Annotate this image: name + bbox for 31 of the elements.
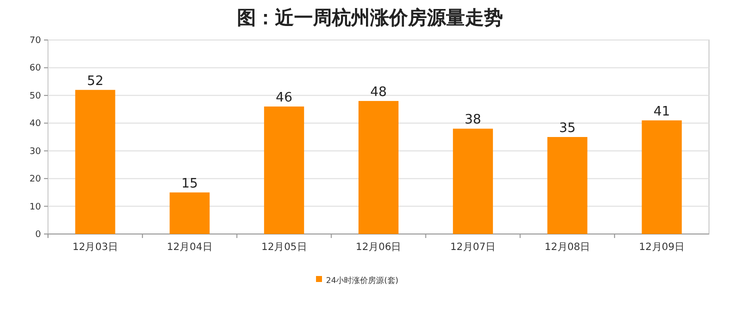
y-tick-label: 40 — [30, 119, 42, 130]
data-label: 35 — [559, 121, 576, 136]
bar — [642, 120, 682, 234]
legend-label: 24小时涨价房源(套) — [326, 276, 398, 285]
y-tick-label: 0 — [35, 230, 42, 240]
data-label: 15 — [181, 176, 198, 192]
bar — [358, 100, 398, 234]
x-tick-label: 12月08日 — [544, 242, 590, 253]
x-tick-label: 12月04日 — [166, 242, 212, 253]
x-tick-label: 12月07日 — [450, 242, 496, 253]
data-label: 38 — [464, 112, 482, 128]
data-label: 41 — [654, 104, 670, 120]
x-tick-label: 12月03日 — [72, 242, 118, 253]
y-tick-label: 10 — [30, 202, 42, 212]
data-label: 46 — [276, 90, 292, 106]
y-tick-label: 30 — [30, 146, 42, 157]
x-tick-label: 12月09日 — [639, 242, 685, 253]
bar — [452, 128, 493, 234]
data-label: 52 — [86, 74, 104, 89]
bar — [170, 192, 210, 234]
x-tick-label: 12月06日 — [356, 242, 402, 253]
y-tick-label: 50 — [30, 91, 42, 102]
y-tick-label: 20 — [30, 174, 42, 185]
x-tick-label: 12月05日 — [261, 242, 307, 253]
y-tick-label: 60 — [30, 64, 42, 74]
bar — [75, 90, 116, 234]
chart-title: 图：近一周杭州涨价房源量走势 — [237, 7, 503, 29]
bar — [547, 137, 588, 234]
data-label: 48 — [370, 84, 387, 100]
y-tick-label: 70 — [30, 36, 42, 46]
bar — [264, 106, 304, 234]
